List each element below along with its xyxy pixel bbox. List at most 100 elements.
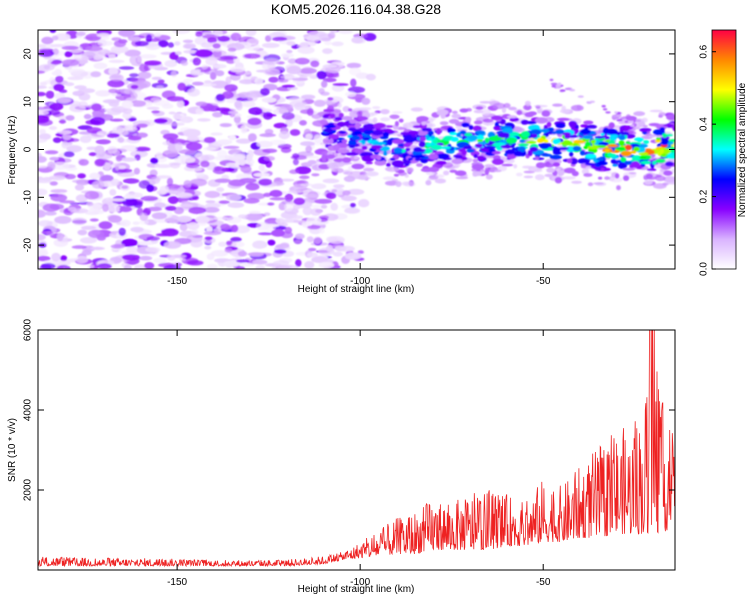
heatmap-cell bbox=[586, 124, 598, 129]
heatmap-cell bbox=[167, 254, 176, 261]
heatmap-cells bbox=[38, 30, 675, 269]
snr-y-tick-label: 2000 bbox=[23, 478, 34, 501]
heatmap-cell bbox=[380, 146, 390, 152]
heatmap-cell bbox=[308, 30, 326, 37]
heatmap-cell bbox=[331, 84, 345, 92]
heatmap-cell bbox=[164, 60, 178, 68]
snr-frame bbox=[37, 329, 676, 571]
heatmap-cell bbox=[75, 255, 89, 264]
heatmap-cell bbox=[108, 215, 122, 223]
heatmap-cell bbox=[485, 174, 493, 180]
heatmap-cell bbox=[394, 121, 399, 127]
heatmap-cell bbox=[436, 109, 449, 116]
heatmap-cell bbox=[88, 229, 104, 239]
heatmap-cell bbox=[448, 119, 460, 124]
heatmap-cell bbox=[38, 110, 49, 116]
heatmap-cell bbox=[634, 126, 641, 130]
heatmap-cell bbox=[372, 106, 381, 110]
heatmap-cell bbox=[492, 102, 506, 110]
heatmap-cell bbox=[582, 135, 594, 139]
heatmap-cell bbox=[359, 171, 367, 176]
heatmap-cell bbox=[570, 158, 578, 165]
heatmap-cell bbox=[533, 104, 548, 108]
heatmap-cell bbox=[639, 127, 652, 132]
heatmap-cell bbox=[74, 184, 85, 191]
heatmap-cell bbox=[158, 40, 169, 48]
heatmap-cell bbox=[163, 241, 182, 249]
heatmap-cell bbox=[186, 136, 200, 142]
heatmap-cell bbox=[60, 255, 68, 262]
heatmap-cell bbox=[625, 144, 632, 151]
heatmap-cell bbox=[67, 76, 84, 81]
heatmap-cell bbox=[611, 116, 619, 120]
heatmap-cell bbox=[497, 132, 510, 139]
heatmap-cell bbox=[475, 106, 484, 110]
heatmap-cell bbox=[313, 236, 322, 245]
heatmap-cell bbox=[371, 144, 383, 150]
heatmap-cell bbox=[128, 117, 137, 122]
heatmap-cell bbox=[504, 149, 516, 155]
heatmap-cell bbox=[76, 31, 86, 36]
heatmap-cell bbox=[454, 170, 467, 176]
heatmap-cell bbox=[545, 161, 551, 167]
heatmap-cell bbox=[299, 67, 317, 74]
heatmap-cell bbox=[552, 138, 561, 145]
heatmap-cell bbox=[361, 97, 371, 105]
heatmap-cell bbox=[323, 124, 336, 129]
heatmap-cell bbox=[77, 229, 88, 236]
heatmap-cell bbox=[224, 84, 238, 92]
heatmap-cell bbox=[98, 221, 113, 230]
heatmap-cell bbox=[261, 97, 277, 103]
heatmap-cell bbox=[586, 101, 591, 104]
heatmap-cell bbox=[472, 158, 478, 163]
heatmap-cell bbox=[210, 132, 223, 136]
heatmap-cell bbox=[294, 57, 310, 65]
heatmap-cell bbox=[151, 176, 161, 184]
heatmap-cell bbox=[88, 152, 97, 157]
heatmap-cell bbox=[655, 135, 663, 138]
heatmap-cell bbox=[109, 73, 124, 82]
heatmap-cell bbox=[380, 109, 390, 115]
heatmap-cell bbox=[571, 180, 582, 184]
heatmap-cell bbox=[134, 146, 151, 152]
heatmap-cell bbox=[168, 111, 176, 115]
heatmap-y-tick-label: -10 bbox=[23, 190, 34, 205]
heatmap-cell bbox=[200, 154, 215, 161]
heatmap-cell bbox=[303, 35, 320, 41]
heatmap-cell bbox=[86, 201, 94, 207]
heatmap-cell bbox=[505, 158, 515, 164]
heatmap-cell bbox=[323, 127, 333, 133]
heatmap-cell bbox=[136, 80, 151, 89]
heatmap-cell bbox=[385, 180, 398, 186]
heatmap-cell bbox=[358, 174, 369, 180]
heatmap-cell bbox=[247, 252, 265, 257]
heatmap-cell bbox=[339, 245, 355, 252]
heatmap-cell bbox=[118, 66, 135, 70]
heatmap-cell bbox=[585, 153, 597, 159]
heatmap-cell bbox=[236, 259, 250, 263]
heatmap-cell bbox=[318, 164, 330, 170]
heatmap-cell bbox=[226, 58, 236, 64]
snr-x-label: Height of straight line (km) bbox=[298, 584, 415, 595]
heatmap-cell bbox=[435, 174, 445, 178]
heatmap-cell bbox=[263, 223, 276, 232]
heatmap-cell bbox=[67, 138, 80, 142]
heatmap-cell bbox=[338, 30, 353, 34]
heatmap-cell bbox=[524, 112, 534, 118]
heatmap-cell bbox=[57, 232, 64, 242]
heatmap-cell bbox=[427, 166, 440, 173]
heatmap-cell bbox=[348, 139, 357, 146]
heatmap-cell bbox=[49, 126, 57, 130]
heatmap-cell bbox=[271, 229, 285, 237]
heatmap-cell bbox=[38, 85, 47, 89]
heatmap-cell bbox=[195, 107, 204, 115]
heatmap-cell bbox=[65, 115, 75, 121]
heatmap-cell bbox=[153, 118, 168, 124]
heatmap-cell bbox=[162, 133, 179, 140]
heatmap-cell bbox=[635, 119, 642, 122]
heatmap-cell bbox=[90, 117, 106, 126]
heatmap-cell bbox=[320, 37, 332, 42]
heatmap-cell bbox=[624, 120, 629, 123]
heatmap-cell bbox=[277, 79, 289, 83]
